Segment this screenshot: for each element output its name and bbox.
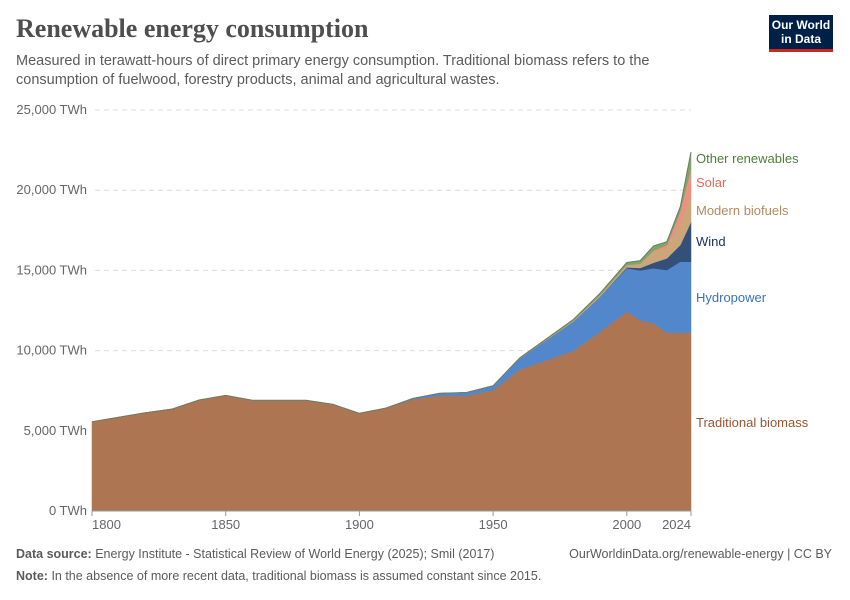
y-tick-label: 5,000 TWh xyxy=(24,423,87,438)
note-text: In the absence of more recent data, trad… xyxy=(51,569,542,583)
total-outline xyxy=(91,151,692,423)
note-label: Note: xyxy=(16,569,48,583)
note: Note: In the absence of more recent data… xyxy=(16,569,541,583)
owid-logo[interactable]: Our World in Data xyxy=(769,15,833,52)
source-text[interactable]: Energy Institute - Statistical Review of… xyxy=(95,547,495,561)
series-label: Solar xyxy=(696,175,727,190)
series-label: Other renewables xyxy=(696,151,799,166)
y-tick-label: 25,000 TWh xyxy=(16,102,87,117)
chart-title: Renewable energy consumption xyxy=(16,14,369,43)
chart-subtitle: Measured in terawatt-hours of direct pri… xyxy=(16,53,650,88)
series-label: Hydropower xyxy=(696,290,767,305)
x-tick-label: 1950 xyxy=(479,517,508,532)
url-license[interactable]: OurWorldinData.org/renewable-energy | CC… xyxy=(569,547,832,561)
source-label: Data source: xyxy=(16,547,92,561)
x-tick-label: 2000 xyxy=(612,517,641,532)
y-tick-label: 15,000 TWh xyxy=(16,262,87,277)
series-label: Traditional biomass xyxy=(696,415,809,430)
series-label: Wind xyxy=(696,234,726,249)
data-source: Data source: Energy Institute - Statisti… xyxy=(16,547,494,561)
x-tick-label: 1900 xyxy=(345,517,374,532)
x-tick-label: 1800 xyxy=(92,517,121,532)
x-tick-label: 1850 xyxy=(211,517,240,532)
y-tick-label: 0 TWh xyxy=(49,503,87,518)
y-tick-label: 20,000 TWh xyxy=(16,182,87,197)
series-label: Modern biofuels xyxy=(696,203,789,218)
area-traditional-biomass xyxy=(91,311,692,512)
y-tick-label: 10,000 TWh xyxy=(16,343,87,358)
x-tick-label: 2024 xyxy=(662,517,691,532)
